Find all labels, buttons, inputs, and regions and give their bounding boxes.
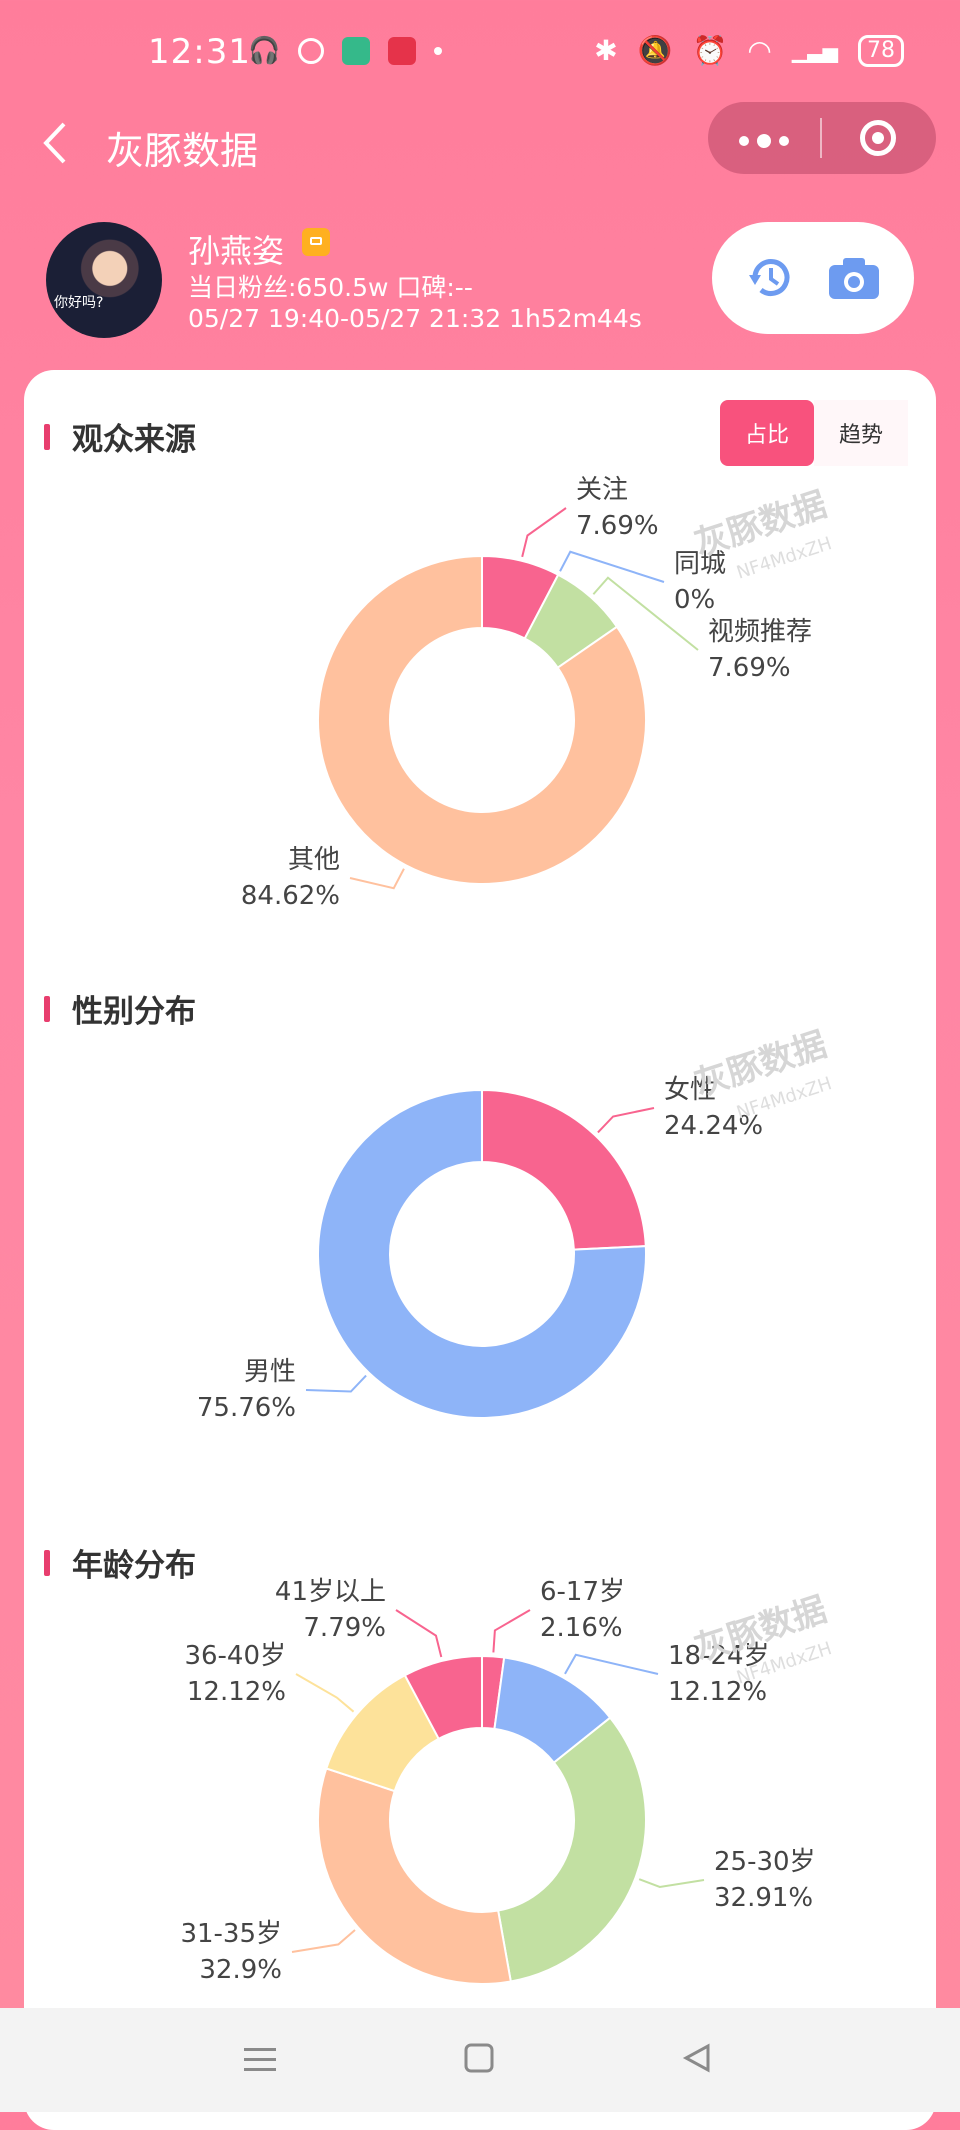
target-icon (860, 120, 896, 156)
live-time-range: 05/27 19:40-05/27 21:32 1h52m44s (188, 304, 642, 333)
section-title-gender: 性别分布 (44, 986, 196, 1031)
tab-trend[interactable]: 趋势 (814, 400, 908, 466)
slice-label-2-5: 41岁以上 (275, 1577, 386, 1607)
leader-line-0-3 (349, 868, 405, 890)
close-miniapp-button[interactable] (822, 120, 934, 156)
back-triangle-icon (682, 2043, 710, 2073)
slice-value-1-1: 75.76% (197, 1393, 296, 1423)
fans-info: 当日粉丝:650.5w 口碑:-- (188, 273, 473, 302)
leader-line-0-2 (592, 576, 699, 651)
action-pill (712, 222, 914, 334)
camera-icon[interactable] (827, 255, 881, 301)
slice-label-0-3: 其他 (288, 845, 340, 875)
leader-line-0-0 (521, 507, 567, 558)
status-time: 12:31 (148, 32, 251, 72)
status-icons-right: ✱ 🔕 ⏰ ◠ ▁▃▅ 78 (594, 34, 904, 67)
leader-line-2-5 (395, 1609, 443, 1658)
slice-label-1-0: 女性 (664, 1075, 716, 1105)
slice-label-2-4: 36-40岁 (184, 1641, 286, 1671)
home-square-icon (464, 2043, 494, 2073)
slice-value-0-2: 7.69% (708, 653, 791, 683)
back-nav-button[interactable] (682, 2042, 712, 2082)
charts-canvas: 关注7.69%同城0%视频推荐7.69%其他84.62%灰豚数据NF4MdxZH… (180, 475, 834, 1985)
pie-slice-2-2[interactable] (496, 1716, 647, 1983)
battery-indicator: 78 (858, 34, 904, 67)
leader-line-1-1 (305, 1374, 367, 1393)
slice-label-2-1: 18-24岁 (668, 1641, 770, 1671)
more-dots-icon (739, 134, 789, 148)
slice-value-2-3: 32.9% (199, 1955, 282, 1985)
slice-label-0-2: 视频推荐 (708, 617, 812, 647)
chat-app-icon (298, 38, 325, 64)
status-icons-left: 🎧 (248, 36, 443, 66)
slice-value-0-1: 0% (674, 585, 715, 615)
slice-value-0-3: 84.62% (241, 881, 340, 911)
upload-app-icon (342, 37, 371, 65)
section-title-age-text: 年龄分布 (72, 1548, 196, 1584)
slice-value-1-0: 24.24% (664, 1111, 763, 1141)
section-title-age: 年龄分布 (44, 1540, 196, 1585)
miniapp-capsule (708, 102, 936, 174)
page-title: 灰豚数据 (106, 129, 259, 173)
history-icon[interactable] (745, 253, 795, 303)
slice-value-2-5: 7.79% (303, 1613, 386, 1643)
pie-slice-0-3[interactable] (317, 554, 647, 885)
leader-line-2-1 (564, 1653, 659, 1675)
leader-line-0-1 (559, 550, 665, 583)
anchor-name: 孙燕姿 (188, 232, 285, 270)
leader-line-2-4 (295, 1673, 355, 1713)
section-title-gender-text: 性别分布 (72, 994, 196, 1030)
wifi-icon: ◠ (747, 34, 772, 67)
status-bar: 12:31 🎧 ✱ 🔕 ⏰ ◠ ▁▃▅ 78 (0, 0, 960, 100)
pie-slice-2-5[interactable] (403, 1654, 483, 1741)
slice-label-0-0: 关注 (576, 475, 628, 505)
leader-line-2-0 (492, 1609, 531, 1653)
avatar-text: 你好吗? (54, 295, 104, 311)
avatar[interactable]: 你好吗? (46, 222, 162, 338)
alarm-icon: ⏰ (692, 34, 728, 67)
slice-label-2-2: 25-30岁 (714, 1847, 816, 1877)
slice-value-0-0: 7.69% (576, 511, 659, 541)
slice-label-2-3: 31-35岁 (180, 1919, 282, 1949)
back-button[interactable] (40, 118, 70, 181)
data-card: 观众来源 占比 趋势 性别分布 年龄分布 关注 7.69% 同城 0% 视频推荐 7.69… (24, 370, 936, 2130)
title-bar: 灰豚数据 (0, 100, 960, 200)
leader-line-2-3 (291, 1929, 356, 1953)
verified-badge-icon (302, 228, 330, 256)
home-button[interactable] (464, 2042, 494, 2082)
tab-ratio[interactable]: 占比 (720, 400, 814, 466)
slice-value-2-4: 12.12% (187, 1677, 286, 1707)
slice-value-2-1: 12.12% (668, 1677, 767, 1707)
pie-slice-1-1[interactable] (317, 1088, 647, 1419)
mute-icon: 🔕 (637, 34, 673, 67)
signal-icon: ▁▃▅ (791, 38, 838, 63)
menu-icon (244, 2048, 276, 2071)
video-app-icon (388, 37, 417, 65)
headphones-icon: 🎧 (248, 36, 281, 66)
bluetooth-icon: ✱ (594, 34, 618, 67)
menu-button[interactable] (244, 2042, 276, 2082)
slice-value-2-2: 32.91% (714, 1883, 813, 1913)
slice-label-1-1: 男性 (244, 1357, 296, 1387)
chevron-left-icon (43, 122, 66, 164)
leader-line-2-2 (638, 1878, 705, 1889)
pie-slice-1-0[interactable] (481, 1088, 647, 1251)
view-toggle: 占比 趋势 (720, 400, 908, 466)
slice-label-0-1: 同城 (674, 549, 726, 579)
section-title-audience-text: 观众来源 (72, 422, 196, 458)
system-nav-bar (0, 2008, 960, 2112)
dot-icon (434, 47, 443, 55)
capsule-divider (820, 118, 822, 158)
section-title-audience: 观众来源 (44, 414, 196, 459)
more-button[interactable] (708, 118, 820, 158)
slice-value-2-0: 2.16% (540, 1613, 623, 1643)
pie-slice-2-3[interactable] (317, 1767, 512, 1985)
slice-label-2-0: 6-17岁 (540, 1577, 625, 1607)
leader-line-1-0 (597, 1107, 655, 1134)
